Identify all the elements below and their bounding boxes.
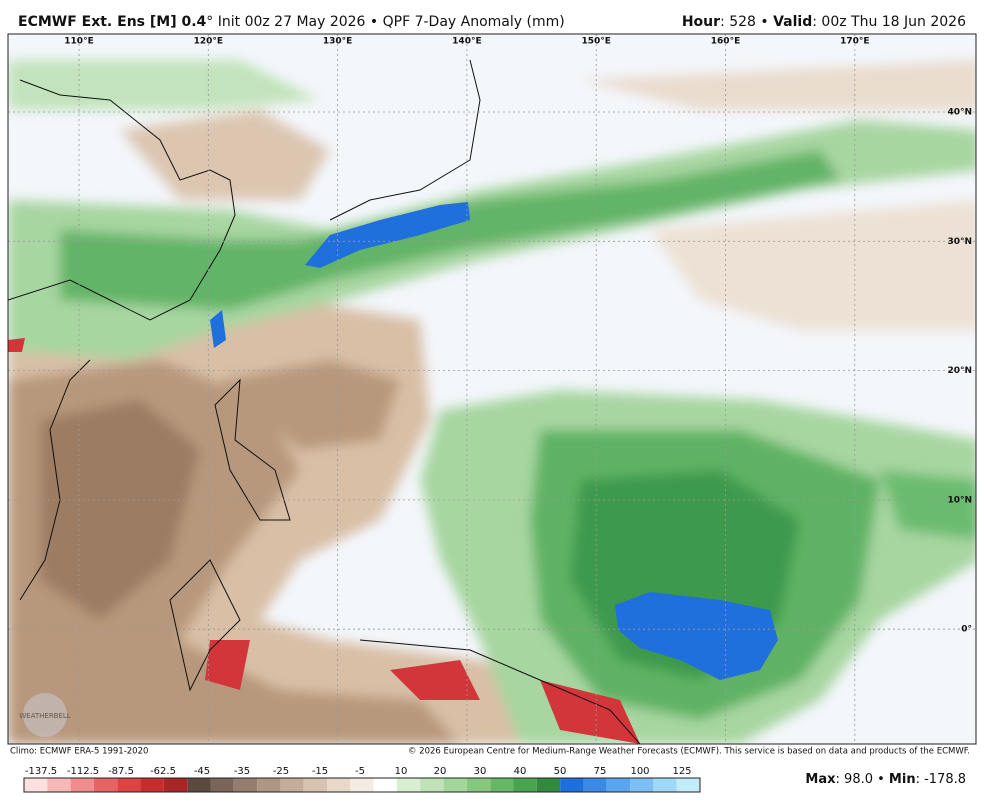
hour-label: Hour bbox=[682, 14, 720, 30]
colorbar-label: -15 bbox=[312, 766, 328, 777]
colorbar-swatch bbox=[560, 778, 584, 792]
map bbox=[8, 34, 976, 744]
lat-label: 40°N bbox=[947, 108, 972, 118]
colorbar-label: -112.5 bbox=[67, 766, 99, 777]
colorbar-swatch bbox=[490, 778, 514, 792]
colorbar-label: 10 bbox=[395, 766, 408, 777]
colorbar-label: -35 bbox=[234, 766, 250, 777]
lat-label: 0° bbox=[961, 625, 972, 635]
colorbar-swatch bbox=[350, 778, 374, 792]
colorbar-swatch bbox=[420, 778, 444, 792]
lat-label: 10°N bbox=[947, 495, 972, 505]
colorbar-swatch bbox=[630, 778, 654, 792]
colorbar-label: -25 bbox=[273, 766, 289, 777]
colorbar-swatch bbox=[513, 778, 537, 792]
min-value: : -178.8 bbox=[916, 772, 966, 787]
colorbar-label: -45 bbox=[194, 766, 210, 777]
climo-text: Climo: ECMWF ERA-5 1991-2020 bbox=[10, 747, 148, 757]
colorbar-frame bbox=[23, 777, 701, 793]
colorbar-label: 100 bbox=[630, 766, 649, 777]
valid-info: Hour: 528 • Valid: 00z Thu 18 Jun 2026 bbox=[682, 14, 966, 30]
colorbar-swatch bbox=[536, 778, 561, 792]
colorbar-label: -62.5 bbox=[150, 766, 176, 777]
colorbar-swatch bbox=[606, 778, 631, 792]
colorbar-swatch bbox=[140, 778, 164, 792]
colorbar-label: 20 bbox=[434, 766, 447, 777]
lon-label: 170°E bbox=[840, 37, 869, 47]
max-label: Max bbox=[805, 772, 836, 787]
stats: Max: 98.0 • Min: -178.8 bbox=[805, 772, 966, 787]
colorbar-label: -137.5 bbox=[25, 766, 57, 777]
colorbar: -137.5 -112.5 -87.5 -62.5 -45 -35 -25 -15 -5 10 20… bbox=[23, 766, 701, 793]
svg-text:WEATHERBELL: WEATHERBELL bbox=[19, 712, 71, 720]
hour-value: : 528 • bbox=[720, 14, 773, 30]
colorbar-swatch bbox=[70, 778, 94, 792]
colorbar-swatch bbox=[210, 778, 234, 792]
lon-label: 140°E bbox=[452, 37, 481, 47]
lon-label: 110°E bbox=[64, 37, 93, 47]
colorbar-swatch bbox=[280, 778, 304, 792]
lat-label: 30°N bbox=[947, 237, 972, 247]
valid-label: Valid bbox=[773, 14, 812, 30]
colorbar-swatch bbox=[303, 778, 328, 792]
colorbar-label: -87.5 bbox=[108, 766, 134, 777]
colorbar-swatch bbox=[653, 778, 677, 792]
min-label: Min bbox=[889, 772, 916, 787]
colorbar-label: -5 bbox=[355, 766, 365, 777]
valid-value: : 00z Thu 18 Jun 2026 bbox=[812, 14, 966, 30]
colorbar-label: 30 bbox=[474, 766, 487, 777]
lon-label: 150°E bbox=[581, 37, 610, 47]
colorbar-swatch bbox=[676, 778, 700, 792]
colorbar-swatch bbox=[257, 778, 281, 792]
lon-label: 120°E bbox=[194, 37, 223, 47]
colorbar-swatch bbox=[163, 778, 188, 792]
lon-label: 160°E bbox=[711, 37, 740, 47]
colorbar-swatch bbox=[373, 778, 397, 792]
copyright-text: © 2026 European Centre for Medium-Range … bbox=[408, 747, 970, 757]
colorbar-swatch bbox=[396, 778, 421, 792]
map-frame bbox=[7, 33, 977, 745]
colorbar-swatch bbox=[187, 778, 211, 792]
colorbar-label: 40 bbox=[514, 766, 527, 777]
title-bold: ECMWF Ext. Ens [M] 0.4 bbox=[18, 14, 207, 30]
colorbar-swatch bbox=[443, 778, 467, 792]
title-rest: ° Init 00z 27 May 2026 • QPF 7-Day Anoma… bbox=[206, 14, 564, 30]
colorbar-label: 50 bbox=[554, 766, 567, 777]
colorbar-label: 75 bbox=[594, 766, 607, 777]
colorbar-swatch bbox=[466, 778, 491, 792]
colorbar-swatch bbox=[583, 778, 607, 792]
lat-label: 20°N bbox=[947, 366, 972, 376]
colorbar-swatch bbox=[24, 778, 48, 792]
colorbar-label: 125 bbox=[672, 766, 691, 777]
max-value: : 98.0 • bbox=[836, 772, 889, 787]
colorbar-swatch bbox=[117, 778, 141, 792]
title: ECMWF Ext. Ens [M] 0.4° Init 00z 27 May … bbox=[18, 14, 565, 30]
lon-label: 130°E bbox=[323, 37, 352, 47]
colorbar-swatch bbox=[47, 778, 71, 792]
colorbar-swatch bbox=[233, 778, 258, 792]
colorbar-swatch bbox=[327, 778, 351, 792]
logo: WEATHERBELL bbox=[19, 693, 71, 737]
colorbar-swatch bbox=[93, 778, 118, 792]
